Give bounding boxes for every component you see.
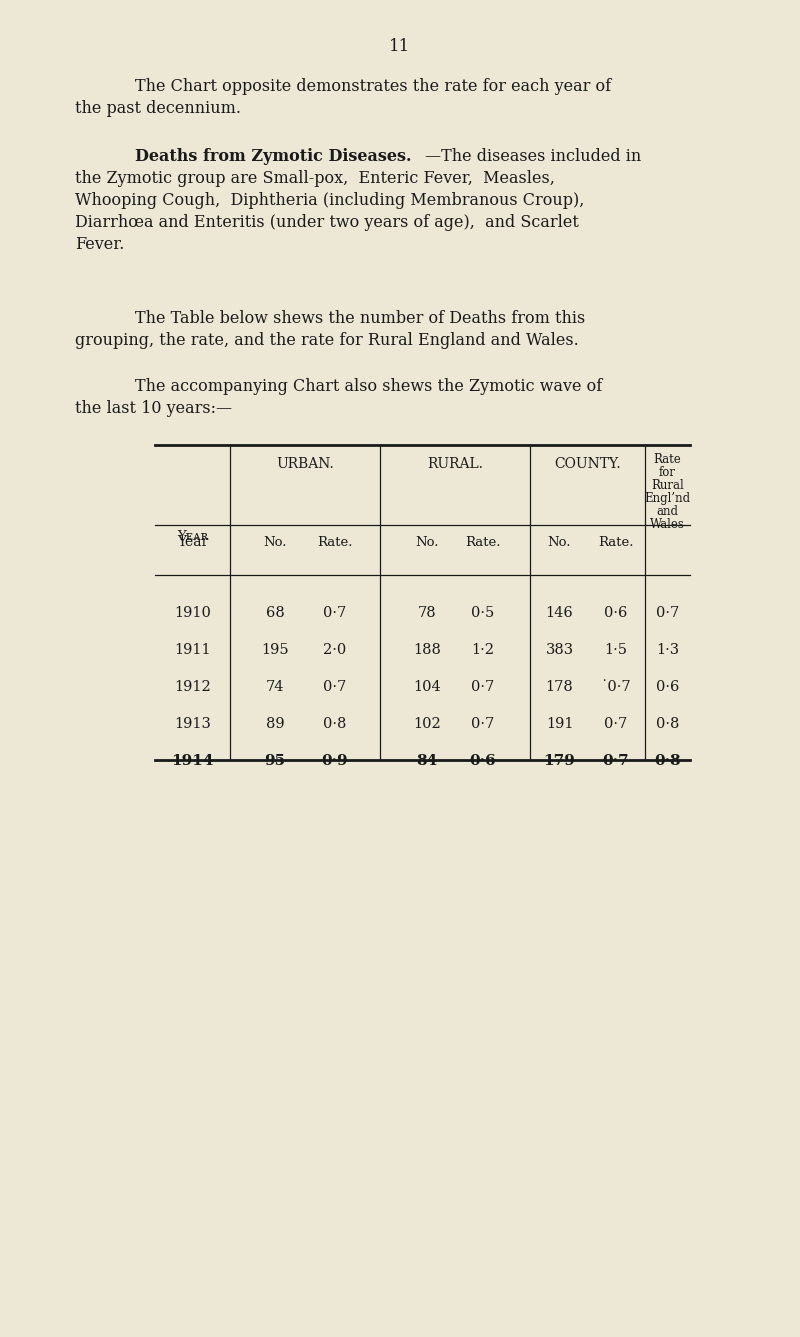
Text: 95: 95 — [265, 754, 286, 767]
Text: 84: 84 — [416, 754, 438, 767]
Text: 178: 178 — [546, 681, 574, 694]
Text: 0·9: 0·9 — [322, 754, 348, 767]
Text: 0·8: 0·8 — [323, 717, 346, 731]
Text: No.: No. — [263, 536, 286, 548]
Text: 0·7: 0·7 — [323, 606, 346, 620]
Text: 1·2: 1·2 — [471, 643, 494, 656]
Text: Wales: Wales — [650, 517, 685, 531]
Text: 146: 146 — [546, 606, 574, 620]
Text: 74: 74 — [266, 681, 284, 694]
Text: 1914: 1914 — [171, 754, 214, 767]
Text: the past decennium.: the past decennium. — [75, 100, 241, 118]
Text: Rural: Rural — [651, 479, 684, 492]
Text: 0·6: 0·6 — [656, 681, 679, 694]
Text: Rate: Rate — [654, 453, 682, 467]
Text: The Table below shews the number of Deaths from this: The Table below shews the number of Deat… — [135, 310, 586, 328]
Text: 0·7: 0·7 — [602, 754, 629, 767]
Text: COUNTY.: COUNTY. — [554, 457, 621, 471]
Text: for: for — [659, 467, 676, 479]
Text: URBAN.: URBAN. — [276, 457, 334, 471]
Text: The accompanying Chart also shews the Zymotic wave of: The accompanying Chart also shews the Zy… — [135, 378, 602, 394]
Text: 195: 195 — [261, 643, 289, 656]
Text: 104: 104 — [413, 681, 441, 694]
Text: 191: 191 — [546, 717, 574, 731]
Text: 68: 68 — [266, 606, 284, 620]
Text: RURAL.: RURAL. — [427, 457, 483, 471]
Text: 0·6: 0·6 — [470, 754, 496, 767]
Text: Rate.: Rate. — [466, 536, 501, 548]
Text: Rate.: Rate. — [598, 536, 634, 548]
Text: 0·8: 0·8 — [654, 754, 681, 767]
Text: Year: Year — [177, 535, 208, 550]
Text: 2·0: 2·0 — [323, 643, 346, 656]
Text: 0·7: 0·7 — [604, 717, 627, 731]
Text: Rate.: Rate. — [318, 536, 353, 548]
Text: 0·7: 0·7 — [656, 606, 679, 620]
Text: ˙0·7: ˙0·7 — [600, 681, 631, 694]
Text: 1912: 1912 — [174, 681, 211, 694]
Text: 0·7: 0·7 — [471, 717, 494, 731]
Text: 0·8: 0·8 — [656, 717, 679, 731]
Text: 188: 188 — [413, 643, 441, 656]
Text: No.: No. — [548, 536, 571, 548]
Text: Yᴇᴀʀ: Yᴇᴀʀ — [177, 531, 208, 544]
Text: Diarrhœa and Enteritis (under two years of age),  and Scarlet: Diarrhœa and Enteritis (under two years … — [75, 214, 579, 231]
Text: 179: 179 — [543, 754, 575, 767]
Text: 1913: 1913 — [174, 717, 211, 731]
Text: 0·5: 0·5 — [471, 606, 494, 620]
Text: 1·3: 1·3 — [656, 643, 679, 656]
Text: 0·6: 0·6 — [604, 606, 627, 620]
Text: the Zymotic group are Small-pox,  Enteric Fever,  Measles,: the Zymotic group are Small-pox, Enteric… — [75, 170, 555, 187]
Text: Whooping Cough,  Diphtheria (including Membranous Croup),: Whooping Cough, Diphtheria (including Me… — [75, 193, 584, 209]
Text: and: and — [657, 505, 678, 517]
Text: 11: 11 — [390, 37, 410, 55]
Text: 1·5: 1·5 — [604, 643, 627, 656]
Text: the last 10 years:—: the last 10 years:— — [75, 400, 232, 417]
Text: grouping, the rate, and the rate for Rural England and Wales.: grouping, the rate, and the rate for Rur… — [75, 332, 578, 349]
Text: 102: 102 — [413, 717, 441, 731]
Text: 0·7: 0·7 — [323, 681, 346, 694]
Text: The Chart opposite demonstrates the rate for each year of: The Chart opposite demonstrates the rate… — [135, 78, 611, 95]
Text: 1910: 1910 — [174, 606, 211, 620]
Text: Fever.: Fever. — [75, 237, 124, 253]
Text: Deaths from Zymotic Diseases.: Deaths from Zymotic Diseases. — [135, 148, 411, 164]
Text: 0·7: 0·7 — [471, 681, 494, 694]
Text: 89: 89 — [266, 717, 284, 731]
Text: —The diseases included in: —The diseases included in — [425, 148, 642, 164]
Text: Engl’nd: Engl’nd — [645, 492, 690, 505]
Text: No.: No. — [415, 536, 438, 548]
Text: 383: 383 — [546, 643, 574, 656]
Text: 78: 78 — [418, 606, 436, 620]
Text: 1911: 1911 — [174, 643, 211, 656]
